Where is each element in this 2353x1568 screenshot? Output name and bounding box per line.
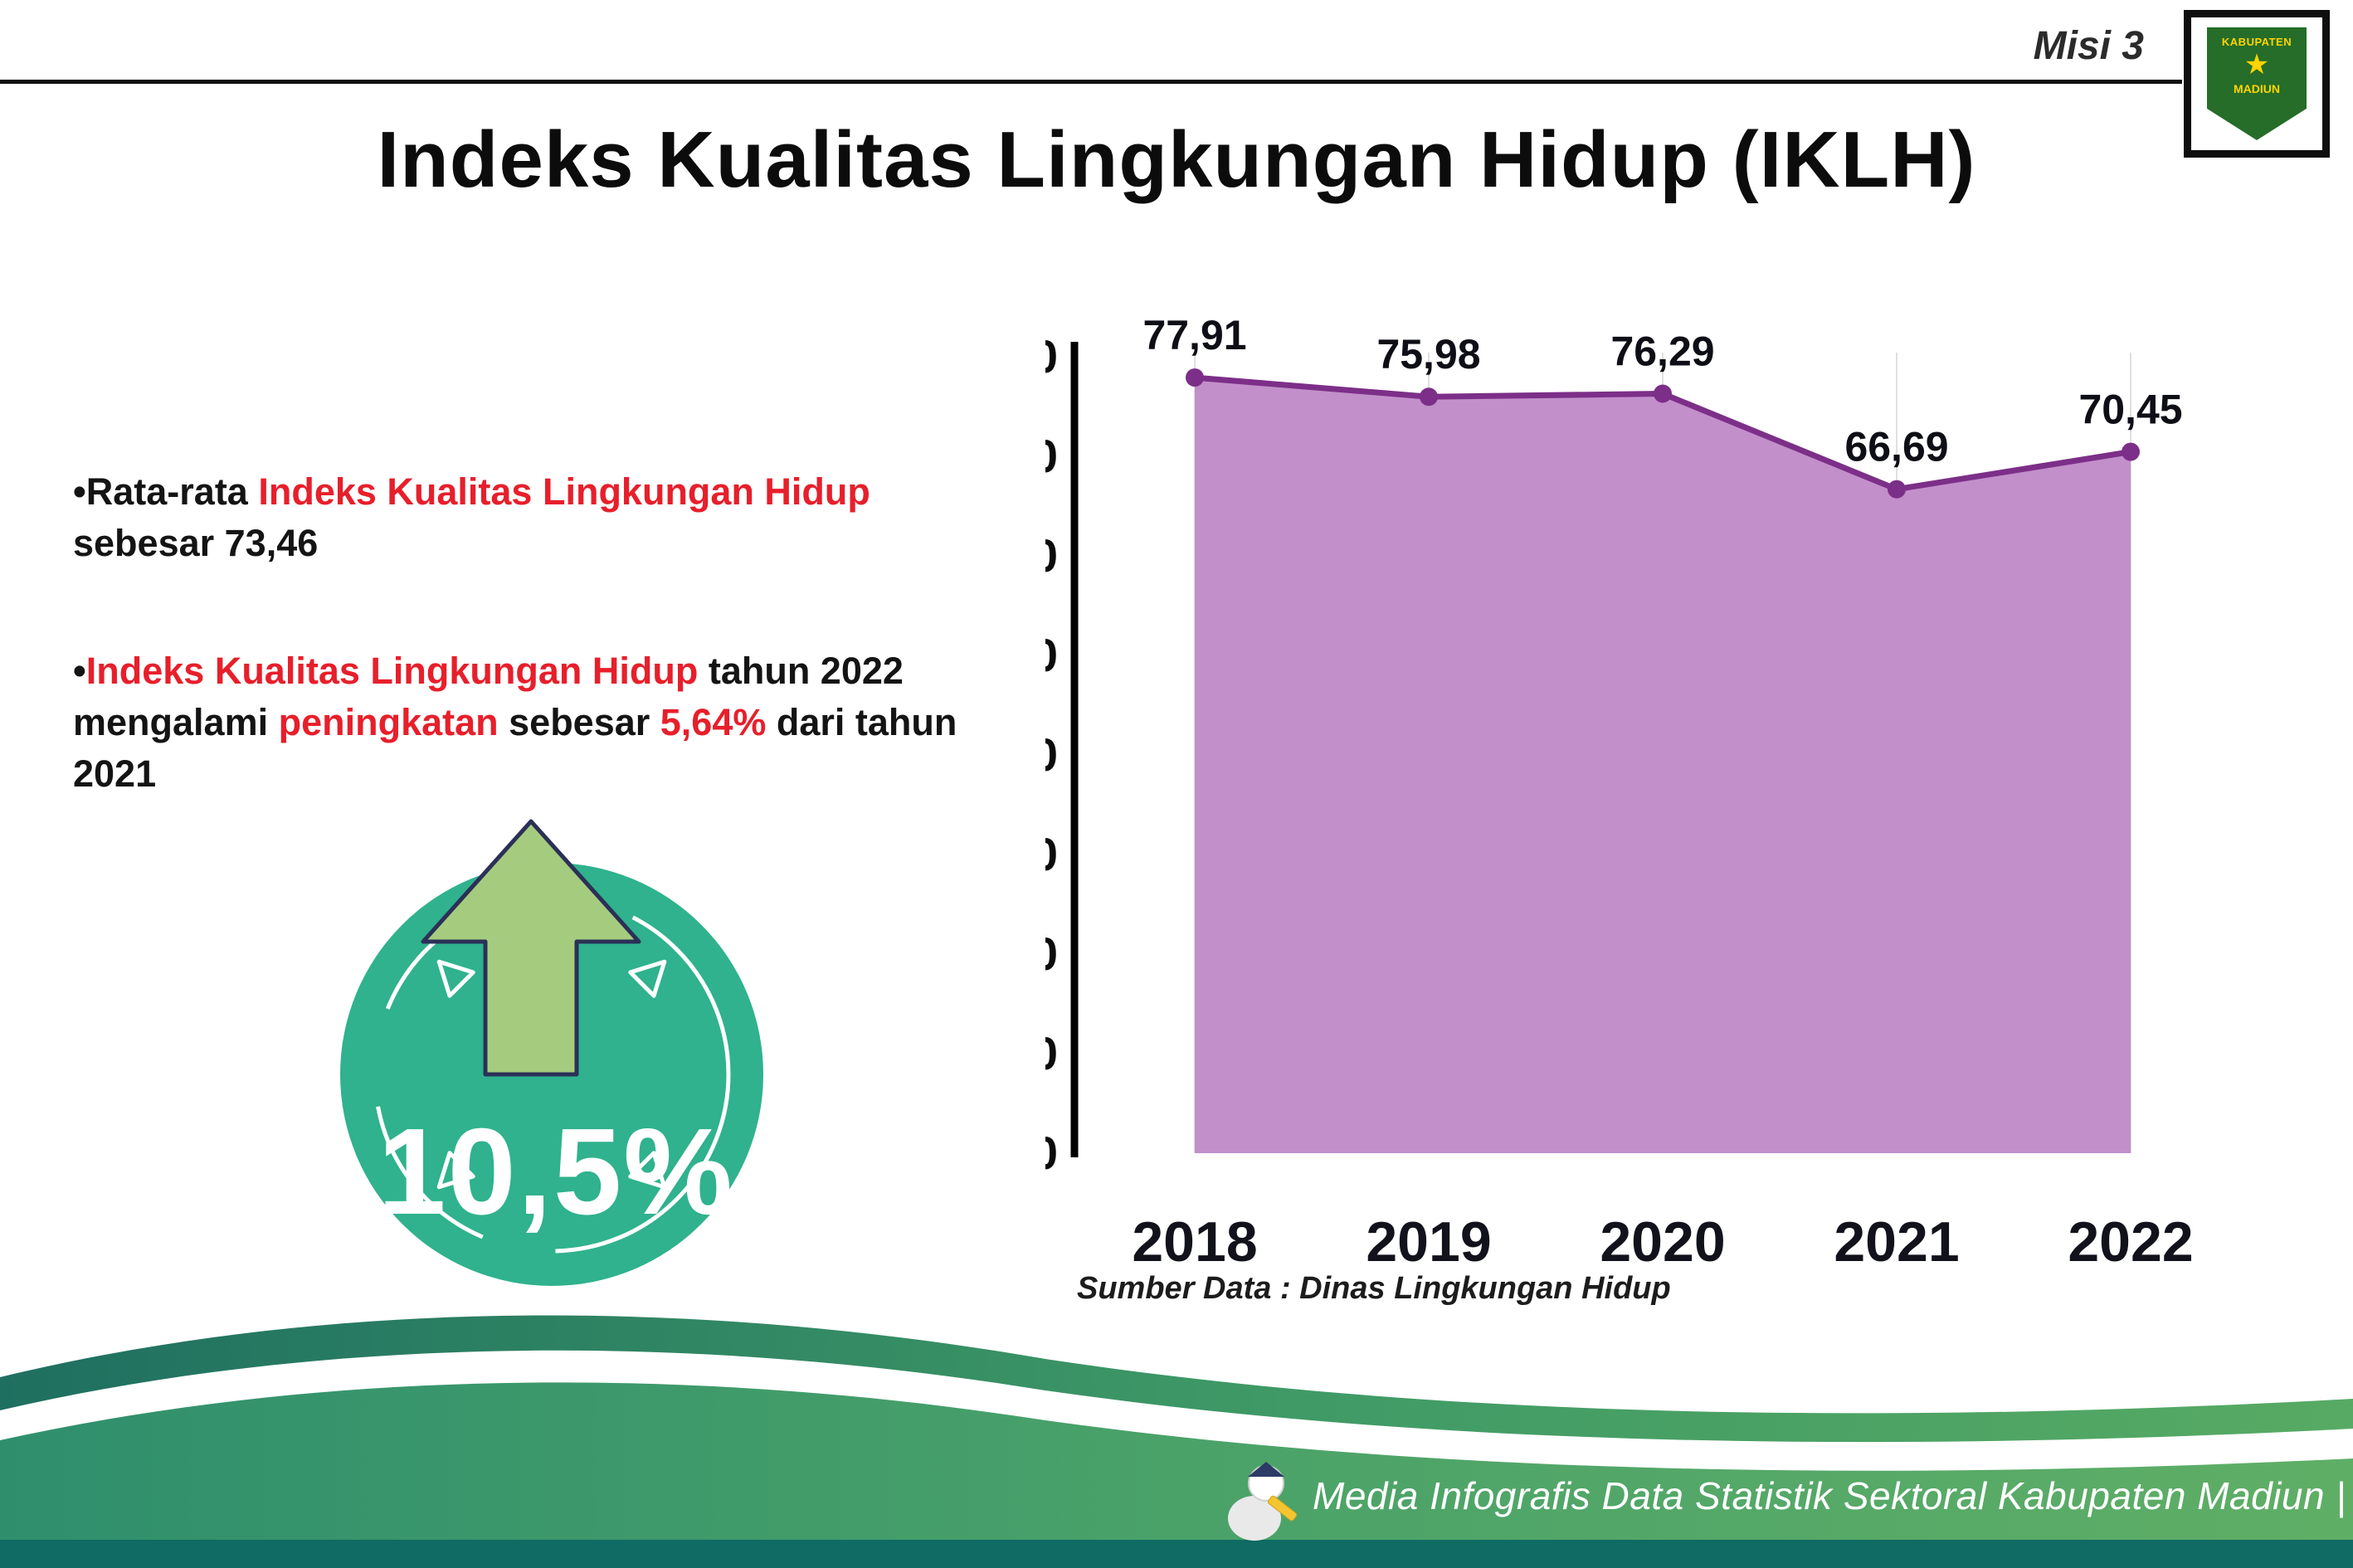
data-label: 66,69: [1844, 424, 1948, 470]
data-point: [1420, 387, 1438, 407]
bullet-average-highlight: Indeks Kualitas Lingkungan Hidup: [258, 470, 870, 513]
data-point: [1888, 480, 1906, 499]
y-tick-label: 40: [1045, 728, 1058, 781]
summary-bullets: •Rata-rata Indeks Kualitas Lingkungan Hi…: [73, 466, 961, 876]
x-tick-label: 2022: [2068, 1210, 2193, 1273]
logo-text-kabupaten: KABUPATEN: [2221, 36, 2292, 48]
data-label: 70,45: [2078, 387, 2182, 433]
y-tick-label: 20: [1045, 928, 1058, 980]
bullet-average: •Rata-rata Indeks Kualitas Lingkungan Hi…: [73, 466, 961, 569]
kabupaten-madiun-logo: KABUPATEN ★ MADIUN: [2184, 10, 2330, 158]
bullet-increase-text-2: sebesar: [498, 701, 660, 744]
misi-label: Misi 3: [2033, 24, 2144, 68]
data-label: 76,29: [1610, 329, 1714, 375]
badge-percentage: 10,5%: [378, 1103, 734, 1240]
y-tick-label: 30: [1045, 828, 1058, 880]
y-tick-label: 70: [1045, 430, 1058, 482]
footer-wave-main: [0, 1382, 2353, 1568]
bullet-average-text-1: Rata-rata: [85, 470, 259, 513]
mascot-icon: [1228, 1462, 1298, 1541]
bullet-increase-text-1: tahun 2022 mengalami: [73, 650, 904, 744]
bullet-increase: •Indeks Kualitas Lingkungan Hidup tahun …: [73, 645, 961, 800]
data-point: [2122, 442, 2140, 461]
badge-triangles: [436, 959, 667, 1190]
footer-caption: Media Infografis Data Statistik Sektoral…: [1313, 1474, 2346, 1517]
bullet-dot: •: [73, 470, 86, 513]
x-tick-label: 2018: [1132, 1210, 1257, 1273]
bullet-increase-text-3: dari tahun 2021: [73, 701, 957, 796]
y-tick-label: 60: [1045, 529, 1058, 582]
bullet-increase-highlight-3: 5,64%: [660, 701, 767, 744]
bullet-average-text-2: sebesar 73,46: [73, 522, 319, 565]
bullet-increase-highlight-2: peningkatan: [278, 701, 499, 744]
footer-waves: [0, 1315, 2353, 1568]
bullet-dot: •: [73, 650, 86, 693]
increase-badge-graphic: [340, 819, 763, 1286]
logo-text-madiun: MADIUN: [2234, 81, 2280, 95]
data-point: [1186, 368, 1204, 387]
header-rule: [0, 80, 2182, 84]
up-arrow-icon: [421, 819, 641, 1077]
bullet-increase-highlight-1: Indeks Kualitas Lingkungan Hidup: [85, 650, 699, 693]
area-fill: [1195, 377, 2131, 1153]
data-point: [1654, 384, 1672, 403]
y-tick-label: 80: [1045, 330, 1058, 382]
x-tick-label: 2020: [1600, 1210, 1725, 1273]
iklh-area-chart: 77,91 75,98 76,29 66,69 70,45 0 10 20 30 40 50 60 70…: [1045, 312, 2194, 1273]
footer-bottom-strip: [0, 1540, 2353, 1568]
data-label: 77,91: [1142, 312, 1246, 358]
y-tick-label: 50: [1045, 629, 1058, 681]
y-tick-label: 10: [1045, 1027, 1058, 1079]
x-tick-label: 2021: [1834, 1210, 1959, 1273]
data-label: 75,98: [1376, 331, 1480, 377]
chart-source: Sumber Data : Dinas Lingkungan Hidup: [1077, 1271, 1671, 1306]
x-tick-label: 2019: [1366, 1210, 1491, 1273]
page-title: Indeks Kualitas Lingkungan Hidup (IKLH): [377, 115, 1976, 204]
logo-star-icon: ★: [2243, 49, 2270, 80]
y-tick-label: 0: [1045, 1127, 1058, 1179]
